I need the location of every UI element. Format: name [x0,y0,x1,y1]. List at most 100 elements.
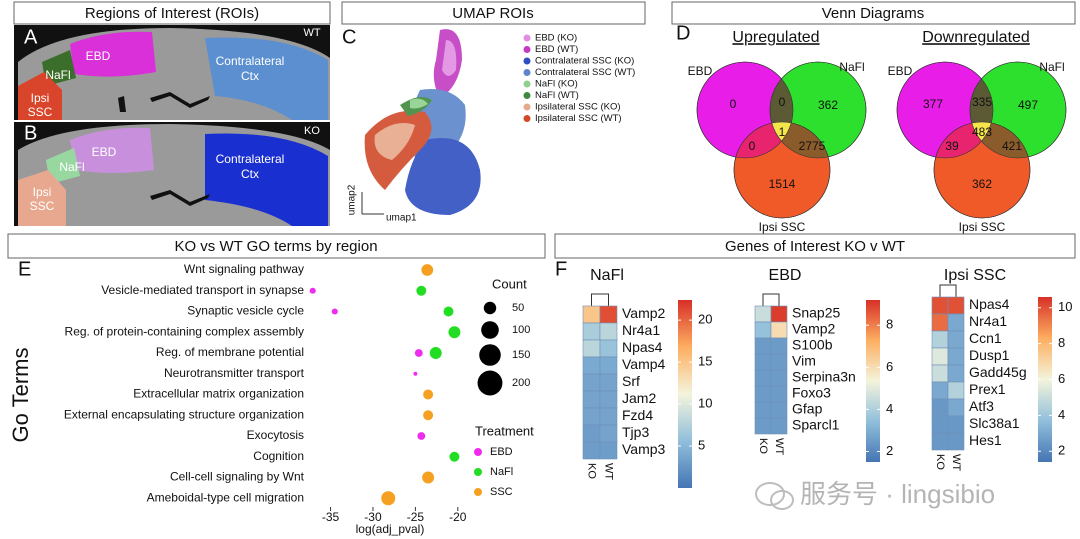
colorbar-label: 6 [886,359,893,374]
region-label: SSC [30,199,55,213]
heatmap-cell [754,417,772,435]
category-label: Reg. of membrane potential [156,345,304,359]
venn-count: 0 [749,139,756,153]
colorbar-label: 6 [1058,371,1065,386]
gene-label: Tjp3 [622,424,649,440]
colorbar-label: 15 [698,354,712,369]
venn-count: 362 [972,177,992,191]
legend-label: NaFl [490,466,513,478]
header-box [7,233,546,259]
size-legend-label: 50 [512,302,524,314]
colorbar-label: 4 [886,401,893,416]
x-tick-label: -20 [449,510,467,524]
umap-x-label: umap1 [386,213,417,224]
colorbar [866,300,880,462]
data-point [416,285,427,296]
legend-marker [474,468,482,476]
data-point [417,432,426,440]
y-axis-title: Go Terms [8,348,33,443]
gene-label: Slc38a1 [969,415,1020,431]
gene-label: Ccn1 [969,330,1002,346]
heatmap-cell [599,441,618,460]
x-tick-label: -25 [407,510,425,524]
gene-label: Gfap [792,401,823,417]
category-label: Reg. of protein-containing complex assem… [65,324,304,338]
header-box [554,233,1076,259]
gene-label: Vamp3 [622,441,666,457]
set-label: NaFl [1039,60,1064,74]
category-label: Extracellular matrix organization [133,387,304,401]
legend-label: EBD [490,446,513,458]
column-label: WT [950,454,962,471]
heatmap-cell [582,322,601,341]
gene-label: S100b [792,337,833,353]
dendrogram [591,293,609,306]
header-title: Venn Diagrams [822,5,925,22]
roi-image-wt [14,25,330,120]
region-label: EBD [92,145,117,159]
gene-label: Sparcl1 [792,417,840,433]
colorbar-label: 4 [1058,407,1065,422]
heatmap-cell [947,398,965,417]
heatmap-cell [582,356,601,375]
heatmap-cell [599,356,618,375]
heatmap-cell [599,305,618,324]
heatmap-cell [770,337,788,355]
heatmap-cell [947,330,965,349]
gene-label: Vamp2 [622,305,666,321]
venn-diagram [696,61,867,219]
gene-label: Nr4a1 [622,322,660,338]
column-label: KO [934,454,946,470]
colorbar-label: 2 [886,443,893,458]
heatmap-cell [582,305,601,324]
gene-label: Foxo3 [792,385,831,401]
region-label: Ipsi [33,185,52,199]
x-axis-title: log(adj_pval) [356,522,425,536]
header-title: Regions of Interest (ROIs) [85,5,259,22]
heatmap-cell [947,415,965,434]
category-label: External encapsulating structure organiz… [64,407,304,421]
data-point [413,371,418,376]
region-label: Ctx [241,69,259,83]
heatmap-title: Ipsi SSC [944,267,1006,284]
heatmap-cell [582,373,601,392]
legend-marker [523,115,531,122]
heatmap-cell [770,305,788,323]
category-label: Cell-cell signaling by Wnt [170,470,305,484]
category-label: Exocytosis [247,428,304,442]
data-point [421,264,434,276]
heatmap-cell [931,381,949,400]
data-point [449,451,460,462]
heatmap-cell [770,385,788,403]
venn-count: 335 [972,95,992,109]
roi-image-ko [14,122,330,226]
heatmap-cell [947,296,965,315]
panel-label: D [676,22,690,44]
column-label: KO [757,438,769,454]
legend-marker [523,46,531,53]
heatmap-cell [599,373,618,392]
heatmap-cell [599,390,618,409]
data-point [381,491,396,506]
column-label: KO [586,463,598,479]
data-point [422,471,435,484]
heatmap-cell [931,296,949,315]
umap-cloud [364,29,481,215]
category-label: Cognition [253,449,304,463]
colorbar [1038,297,1052,462]
genotype-tag: KO [304,125,320,137]
gene-label: Jam2 [622,390,656,406]
venn-count: 483 [972,125,992,139]
gene-label: Npas4 [622,339,663,355]
size-legend-marker [477,370,503,396]
venn-count: 362 [818,98,838,112]
region-label: SSC [28,105,53,119]
set-label: EBD [688,64,713,78]
x-tick-label: -30 [364,510,382,524]
data-point [331,308,338,315]
colorbar-label: 20 [698,312,712,327]
colorbar-label: 10 [698,396,712,411]
data-point [414,349,423,357]
category-label: Synaptic vesicle cycle [187,304,304,318]
header-title: KO vs WT GO terms by region [174,238,377,255]
